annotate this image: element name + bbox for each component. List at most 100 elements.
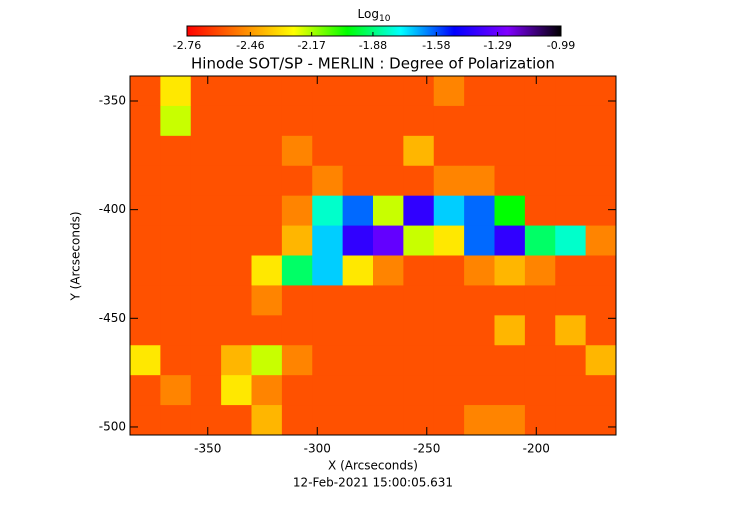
- colorbar-tick-label: -1.58: [422, 39, 450, 52]
- heatmap-cell: [524, 345, 556, 376]
- heatmap-cell: [312, 375, 344, 406]
- colorbar-label-sub: 10: [379, 14, 391, 24]
- heatmap-cell: [464, 345, 495, 376]
- colorbar-label-main: Log: [358, 7, 379, 21]
- heatmap-cell: [190, 375, 222, 406]
- y-tick-label: -500: [99, 419, 126, 433]
- heatmap-cell: [373, 135, 404, 167]
- heatmap-cell: [494, 255, 526, 286]
- heatmap-cell: [190, 165, 222, 197]
- heatmap-cell: [130, 105, 161, 137]
- heatmap-cell: [585, 345, 617, 376]
- x-axis-label: X (Arcseconds): [328, 459, 418, 473]
- heatmap-cell: [312, 345, 344, 376]
- heatmap-cell: [251, 315, 283, 346]
- y-tick-label: -350: [99, 93, 126, 107]
- heatmap-cell: [342, 375, 374, 406]
- heatmap-cell: [130, 165, 161, 197]
- heatmap-cell: [524, 315, 556, 346]
- heatmap-cell: [464, 225, 495, 256]
- heatmap-cell: [190, 225, 222, 256]
- heatmap-cell: [221, 345, 252, 376]
- heatmap-cell: [403, 195, 435, 227]
- heatmap-cell: [160, 105, 192, 137]
- heatmap-cell: [342, 105, 374, 137]
- heatmap-cell: [160, 315, 192, 346]
- heatmap-cell: [464, 315, 495, 346]
- heatmap-cell: [130, 315, 161, 346]
- y-axis-label: Y (Arcseconds): [69, 211, 83, 301]
- heatmap-cell: [160, 255, 192, 286]
- y-tick-label: -400: [99, 202, 126, 216]
- heatmap-cell: [464, 285, 495, 316]
- heatmap-cell: [190, 285, 222, 316]
- heatmap-cell: [433, 315, 465, 346]
- heatmap-cell: [251, 345, 283, 376]
- heatmap-cell: [160, 195, 192, 227]
- heatmap-cell: [130, 195, 161, 227]
- heatmap-cell: [281, 135, 313, 167]
- heatmap-cell: [464, 195, 495, 227]
- heatmap-cell: [373, 165, 404, 197]
- x-tick-label: -350: [194, 442, 221, 456]
- heatmap-cell: [433, 105, 465, 137]
- heatmap-cell: [524, 105, 556, 137]
- heatmap: [130, 76, 617, 436]
- heatmap-cell: [585, 375, 617, 406]
- heatmap-cell: [251, 195, 283, 227]
- heatmap-cell: [403, 135, 435, 167]
- heatmap-cell: [403, 225, 435, 256]
- heatmap-cell: [433, 285, 465, 316]
- heatmap-cell: [221, 135, 252, 167]
- heatmap-cell: [342, 225, 374, 256]
- heatmap-cell: [373, 105, 404, 137]
- heatmap-cell: [130, 375, 161, 406]
- heatmap-cell: [281, 195, 313, 227]
- heatmap-cell: [373, 255, 404, 286]
- heatmap-cell: [433, 165, 465, 197]
- heatmap-cell: [251, 165, 283, 197]
- heatmap-cell: [524, 76, 556, 107]
- heatmap-cell: [221, 255, 252, 286]
- heatmap-cell: [433, 405, 465, 436]
- heatmap-cell: [403, 165, 435, 197]
- heatmap-cell: [281, 255, 313, 286]
- heatmap-cell: [494, 105, 526, 137]
- heatmap-cell: [403, 105, 435, 137]
- heatmap-cell: [494, 405, 526, 436]
- heatmap-cell: [555, 165, 587, 197]
- heatmap-cell: [494, 225, 526, 256]
- heatmap-cell: [373, 285, 404, 316]
- heatmap-cell: [251, 285, 283, 316]
- heatmap-cell: [585, 405, 617, 436]
- heatmap-cell: [373, 195, 404, 227]
- heatmap-cell: [130, 225, 161, 256]
- heatmap-cell: [342, 195, 374, 227]
- colorbar-tick-label: -2.46: [236, 39, 264, 52]
- heatmap-cell: [585, 135, 617, 167]
- heatmap-cell: [312, 255, 344, 286]
- heatmap-cell: [524, 195, 556, 227]
- heatmap-cell: [524, 375, 556, 406]
- heatmap-cell: [342, 405, 374, 436]
- heatmap-cell: [433, 76, 465, 107]
- heatmap-cell: [281, 345, 313, 376]
- heatmap-cell: [524, 285, 556, 316]
- heatmap-cell: [524, 225, 556, 256]
- heatmap-cell: [585, 225, 617, 256]
- heatmap-cell: [251, 255, 283, 286]
- heatmap-cell: [555, 255, 587, 286]
- heatmap-cell: [221, 105, 252, 137]
- heatmap-cell: [494, 285, 526, 316]
- heatmap-cell: [281, 165, 313, 197]
- x-tick-label: -300: [304, 442, 331, 456]
- colorbar-tick-label: -1.29: [483, 39, 511, 52]
- heatmap-cell: [524, 255, 556, 286]
- heatmap-cell: [585, 315, 617, 346]
- colorbar-tick-label: -2.17: [297, 39, 325, 52]
- heatmap-cell: [281, 285, 313, 316]
- heatmap-cell: [585, 255, 617, 286]
- heatmap-cell: [403, 375, 435, 406]
- heatmap-cell: [555, 345, 587, 376]
- heatmap-cell: [494, 165, 526, 197]
